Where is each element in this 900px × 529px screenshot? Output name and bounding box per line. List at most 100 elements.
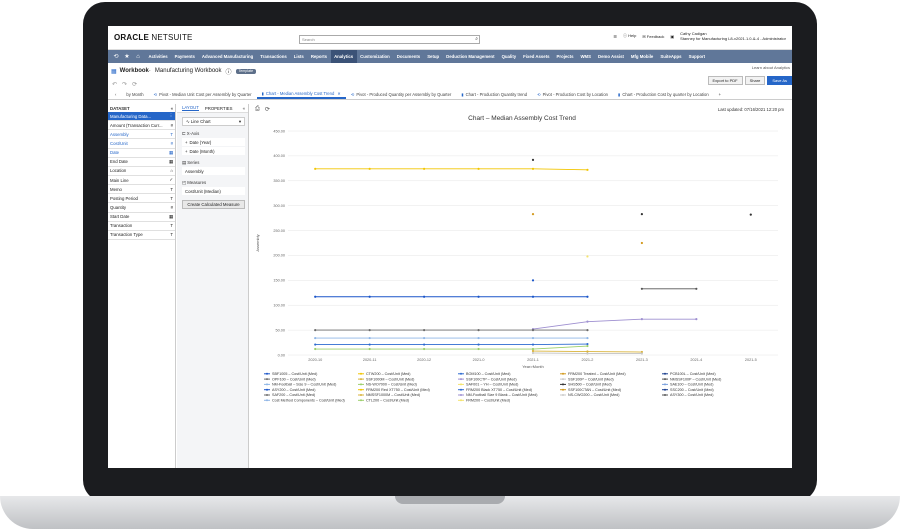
- tab-scroll-left[interactable]: ‹: [115, 91, 117, 97]
- nav-item-payments[interactable]: Payments: [174, 54, 195, 59]
- avatar[interactable]: ▣: [670, 33, 675, 39]
- dataset-field[interactable]: Cost/Unit #: [108, 139, 175, 149]
- nav-item-documents[interactable]: Documents: [396, 54, 421, 59]
- series-item-assembly[interactable]: Assembly: [182, 167, 245, 175]
- nav-item-projects[interactable]: Projects: [556, 54, 574, 59]
- dataset-field[interactable]: Amount (Transaction Curr... #: [108, 121, 175, 131]
- field-type-icon: #: [170, 122, 173, 128]
- nav-item-lists[interactable]: Lists: [293, 54, 304, 59]
- dataset-field[interactable]: Main Line ✓: [108, 176, 175, 186]
- print-icon[interactable]: ⎙: [255, 106, 260, 112]
- recent-icon[interactable]: ☰: [613, 33, 617, 39]
- field-label: Date: [110, 150, 120, 156]
- netsuite-logo[interactable]: ORACLE NETSUITE: [114, 33, 193, 42]
- nav-item-wms[interactable]: WMS: [580, 54, 592, 59]
- save-as-button[interactable]: Save As: [767, 76, 792, 85]
- dataset-field[interactable]: Assembly T: [108, 130, 175, 140]
- help-link[interactable]: ⓘ Help: [622, 33, 637, 38]
- collapse-icon[interactable]: «: [170, 105, 173, 111]
- nav-item-setup[interactable]: Setup: [427, 54, 440, 59]
- add-tab-icon[interactable]: +: [718, 91, 722, 97]
- redo-icon[interactable]: ↷: [122, 81, 128, 88]
- data-point: [423, 329, 426, 332]
- workbook-tab[interactable]: ⟲ Pivot - Produced Quantity per Assembly …: [346, 89, 456, 99]
- dataset-field[interactable]: Posting Period T: [108, 194, 175, 204]
- data-point: [531, 343, 535, 346]
- collapse-layout-icon[interactable]: «: [242, 105, 245, 111]
- nav-item-demo-assist[interactable]: Demo Assist: [598, 54, 624, 59]
- close-tab-icon[interactable]: ✕: [337, 90, 341, 96]
- share-button[interactable]: Share: [744, 76, 766, 85]
- legend-marker: [664, 394, 666, 396]
- workbook-tab[interactable]: by Month: [121, 89, 148, 99]
- dataset-field[interactable]: Date ▦: [108, 149, 175, 158]
- nav-item-mfg-mobile[interactable]: Mfg Mobile: [630, 54, 654, 59]
- nav-item-transactions[interactable]: Transactions: [260, 54, 287, 59]
- y-tick-label: 100.00: [273, 304, 285, 308]
- nav-item-suiteapps[interactable]: SuiteApps: [660, 54, 682, 59]
- data-point: [586, 344, 589, 348]
- top-right-tools: ☰ ⓘ Help ✉ Feedback ▣ Cathy Cadigan Stan…: [613, 31, 786, 41]
- home-icon[interactable]: ⌂: [136, 53, 140, 60]
- legend-item: CTW200 – Cost/Unit (Med): [366, 372, 410, 376]
- refresh-chart-icon[interactable]: ⟳: [264, 107, 270, 113]
- workbook-tab[interactable]: ▮ Chart - Production Quantity trend: [456, 89, 532, 99]
- nav-item-advanced-manufacturing[interactable]: Advanced Manufacturing: [201, 54, 254, 59]
- feedback-link[interactable]: ✉ Feedback: [642, 33, 665, 39]
- nav-item-analytics[interactable]: Analytics: [330, 50, 357, 63]
- dataset-field[interactable]: Manufacturing Data... ⋮: [108, 112, 175, 122]
- nav-item-quality[interactable]: Quality: [501, 54, 517, 59]
- nav-item-customization[interactable]: Customization: [360, 54, 390, 59]
- nav-item-deduction-management[interactable]: Deduction Management: [446, 54, 495, 59]
- series-item-label: Assembly: [185, 168, 204, 174]
- nav-item-reports[interactable]: Reports: [310, 54, 328, 59]
- data-point: [477, 329, 480, 332]
- field-label: Manufacturing Data...: [110, 113, 152, 119]
- dataset-field[interactable]: Start Date ▦: [108, 213, 175, 222]
- learn-link[interactable]: Learn about Analytics: [751, 65, 790, 70]
- workbook-tab[interactable]: ⟲ Pivot - Production Cost by Location: [532, 89, 613, 99]
- user-menu[interactable]: Cathy Cadigan Stanney for Manufacturing …: [680, 31, 786, 41]
- workbook-name: Manufacturing Workbook: [154, 68, 222, 74]
- layout-tabs: LAYOUT PROPERTIES «: [177, 104, 248, 113]
- info-icon[interactable]: ⓘ: [225, 69, 232, 76]
- create-calculated-measure-button[interactable]: Create Calculated Measure: [182, 200, 245, 209]
- dataset-field[interactable]: Transaction Type T: [108, 231, 175, 240]
- global-search-input[interactable]: Search ⌕: [299, 35, 480, 44]
- tab-layout[interactable]: LAYOUT: [182, 105, 199, 111]
- field-type-icon: ▦: [168, 149, 173, 155]
- field-type-icon: T: [170, 223, 173, 229]
- measure-item-costunit[interactable]: Cost/Unit (Median): [182, 187, 245, 195]
- back-icon[interactable]: ⟲: [113, 54, 119, 60]
- chart-type-select[interactable]: ∿ Line Chart ▾: [182, 117, 245, 126]
- xaxis-item-month[interactable]: + Date (Month): [182, 147, 245, 155]
- nav-item-activities[interactable]: Activities: [148, 54, 168, 59]
- field-type-icon: ▦: [168, 158, 173, 164]
- dataset-field[interactable]: End Date ▦: [108, 158, 175, 167]
- field-type-icon: ✓: [169, 177, 173, 183]
- workbook-tab[interactable]: ▮ Chart - Median Assembly Cost Trend ✕: [256, 89, 346, 99]
- data-point: [531, 349, 535, 353]
- nav-item-fixed-assets[interactable]: Fixed Assets: [523, 54, 550, 59]
- search-icon[interactable]: ⌕: [475, 36, 478, 42]
- dataset-field[interactable]: Memo T: [108, 185, 175, 195]
- legend-item: SAE100 – Cost/Unit (Med): [670, 383, 713, 387]
- workbook-tab[interactable]: ⟲ Pivot - Median Unit Cost per Assembly b…: [149, 89, 257, 99]
- tab-label: by Month: [126, 91, 144, 97]
- tab-properties[interactable]: PROPERTIES: [204, 105, 233, 111]
- star-icon[interactable]: ★: [124, 54, 130, 60]
- dataset-field[interactable]: Quantity #: [108, 203, 175, 213]
- field-type-icon: ⌂: [170, 168, 173, 174]
- workbook-tab[interactable]: ▮ Chart - Production Cost by quarter by L…: [613, 89, 714, 99]
- nav-item-support[interactable]: Support: [688, 54, 706, 59]
- field-type-icon: T: [170, 131, 173, 137]
- data-point: [531, 336, 535, 340]
- legend-item: NM-Football – Size 9 – Cost/Unit (Med): [272, 383, 336, 387]
- dataset-field[interactable]: Location ⌂: [108, 167, 175, 176]
- legend-marker: [360, 372, 362, 375]
- dataset-field[interactable]: Transaction T: [108, 222, 175, 231]
- xaxis-item-year[interactable]: + Date (Year): [182, 138, 245, 146]
- export-pdf-button[interactable]: Export to PDF: [707, 76, 743, 85]
- refresh-icon[interactable]: ⟳: [132, 81, 138, 88]
- undo-icon[interactable]: ↶: [112, 81, 118, 88]
